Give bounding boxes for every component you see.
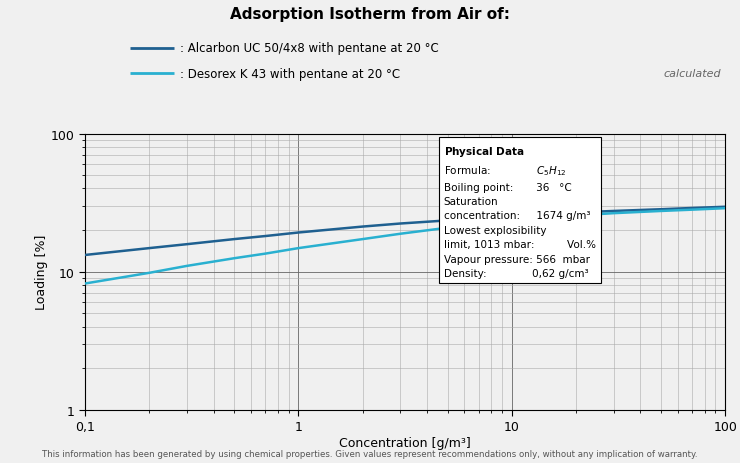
Text: : Alcarbon UC 50/4x8 with pentane at 20 °C: : Alcarbon UC 50/4x8 with pentane at 20 … xyxy=(180,42,439,55)
Text: This information has been generated by using chemical properties. Given values r: This information has been generated by u… xyxy=(42,450,698,458)
Text: $\mathbf{Physical\ Data}$
Formula:              $C_5H_{12}$
Boiling point:      : $\mathbf{Physical\ Data}$ Formula: $C_5H… xyxy=(444,144,596,278)
X-axis label: Concentration [g/m³]: Concentration [g/m³] xyxy=(339,436,471,449)
Text: : Desorex K 43 with pentane at 20 °C: : Desorex K 43 with pentane at 20 °C xyxy=(180,68,400,81)
Text: calculated: calculated xyxy=(664,69,722,79)
Y-axis label: Loading [%]: Loading [%] xyxy=(35,234,48,310)
Text: Adsorption Isotherm from Air of:: Adsorption Isotherm from Air of: xyxy=(230,7,510,22)
